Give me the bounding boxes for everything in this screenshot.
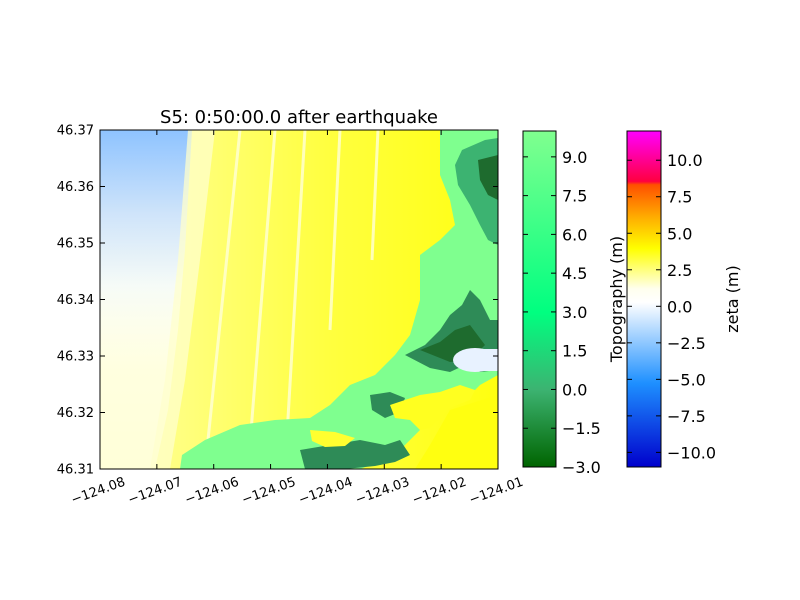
topography-colorbar [522,130,557,468]
wave-streaks [203,130,380,469]
y-axis: 46.31 46.32 46.33 46.34 46.35 46.36 46.37 [57,124,498,478]
y-tick-label: 46.31 [57,463,94,478]
small-yellow-inlet [310,430,355,447]
colorbar-tick-label: 0.0 [562,380,587,399]
colorbar-tick-label: −2.5 [667,334,706,353]
x-tick-label: −124.07 [126,475,184,508]
colorbar-tick-label: −10.0 [667,443,716,462]
topography-colorbar-ticks: 9.0 7.5 6.0 4.5 3.0 1.5 0.0 −1.5 −3.0 [523,148,601,477]
x-tick-label: −124.01 [467,475,525,508]
topography-colorbar-label: Topography (m) [607,236,626,363]
x-tick-label: −124.08 [69,475,127,508]
x-tick-label: −124.06 [183,475,241,508]
colorbar-tick-label: 1.5 [562,342,587,361]
colorbar-tick-label: 4.5 [562,264,587,283]
colorbar-tick-label: −7.5 [667,407,706,426]
x-tick-label: −124.05 [240,475,298,508]
x-tick-label: −124.02 [410,475,468,508]
x-tick-label: −124.03 [354,475,412,508]
zeta-colorbar [626,130,662,468]
colorbar-tick-label: −5.0 [667,370,706,389]
y-tick-label: 46.33 [57,350,94,365]
y-tick-label: 46.34 [57,293,94,308]
colorbar-tick-label: 2.5 [667,261,692,280]
colorbar-tick-label: 0.0 [667,297,692,316]
colorbar-tick-label: 6.0 [562,225,587,244]
southeast-yellow-water [415,395,498,469]
y-tick-label: 46.36 [57,180,94,195]
y-tick-label: 46.35 [57,237,94,252]
colorbar-tick-label: −1.5 [562,419,601,438]
land-coast [180,130,498,469]
land-dark-south [300,440,410,469]
colorbar-tick-label: 3.0 [562,303,587,322]
zeta-colorbar-ticks: 10.0 7.5 5.0 2.5 0.0 −2.5 −5.0 −7.5 −10.0 [627,151,716,462]
zeta-colorbar-label: zeta (m) [723,265,742,332]
colorbar-tick-label: 5.0 [667,224,692,243]
bay-inlet-yellow [390,385,475,430]
colorbar-tick-label: 10.0 [667,151,703,170]
chart-title: S5: 0:50:00.0 after earthquake [160,107,438,128]
colorbar-tick-label: 7.5 [562,187,587,206]
y-tick-label: 46.37 [57,124,94,139]
wave-front-transition [150,130,215,469]
colorbar-tick-label: 7.5 [667,188,692,207]
land-dark-north-core [478,155,498,200]
map-plot [100,130,498,469]
x-tick-label: −124.04 [297,475,355,508]
colorbar-tick-label: −3.0 [562,458,601,477]
colorbar-tick-label: 9.0 [562,148,587,167]
river-mouth-water-edge [478,349,498,371]
y-tick-label: 46.32 [57,406,94,421]
